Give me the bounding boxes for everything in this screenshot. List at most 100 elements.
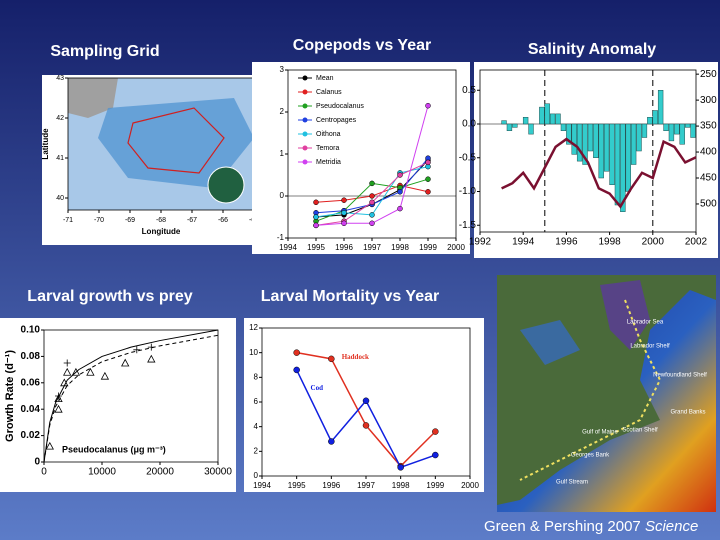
bar — [657, 90, 664, 125]
y-tick-label: 4 — [254, 422, 259, 431]
station-track — [127, 107, 225, 174]
bar — [598, 123, 604, 179]
y-tick-label: 6 — [254, 397, 259, 406]
point — [341, 220, 347, 227]
point — [369, 220, 375, 227]
x-tick-label: 2000 — [447, 243, 465, 252]
legend-label: Pseudocalanus — [316, 103, 364, 110]
triangle-point — [100, 371, 110, 380]
y-tick-label: 0.04 — [21, 404, 41, 415]
map-label: Gulf of Maine — [582, 430, 618, 436]
y-tick-label: -1.5 — [459, 220, 477, 231]
bar — [668, 123, 675, 142]
legend-label: Mean — [316, 75, 334, 82]
x-tick-label: -68 — [156, 217, 166, 224]
footer: Green & Pershing 2007 Science — [484, 518, 698, 535]
bar — [587, 123, 594, 152]
y-tick-label: -1 — [277, 233, 285, 242]
x-tick-label: 10000 — [88, 467, 116, 478]
map-label: Georges Bank — [571, 453, 610, 459]
y-tick-label: 0 — [280, 191, 285, 200]
plot-frame — [479, 69, 697, 233]
x-tick-label: 30000 — [204, 467, 232, 478]
point — [425, 176, 431, 182]
x-tick-label: 1996 — [322, 481, 340, 490]
bar — [614, 123, 621, 206]
chart-title: Salinity Anomaly — [528, 41, 656, 58]
x-tick-label: 1999 — [419, 243, 437, 252]
triangle-point — [45, 441, 54, 450]
x-tick-label: 1995 — [307, 243, 325, 252]
point — [397, 189, 403, 195]
legend-label: Temora — [316, 145, 339, 152]
legend-label: Centropages — [316, 117, 357, 124]
series-line — [43, 334, 219, 463]
y-tick-label: -0.5 — [459, 152, 477, 163]
legend-marker — [302, 75, 308, 81]
panel — [252, 62, 470, 254]
map-shelf — [98, 98, 254, 188]
y-axis-label: Growth Rate (d⁻¹) — [4, 350, 16, 442]
bar — [571, 123, 577, 155]
x-tick-label: 2000 — [461, 481, 479, 490]
point — [425, 159, 431, 166]
y2-tick-label: 250 — [700, 69, 717, 80]
y-tick-label: 0.08 — [21, 351, 41, 362]
x-axis-label: Pseudocalanus (μg m⁻³) — [62, 444, 166, 454]
y-tick-label: 0 — [254, 471, 259, 480]
legend-marker — [302, 159, 308, 165]
bar — [609, 123, 615, 185]
bar — [501, 120, 507, 125]
labrador-current — [600, 280, 650, 350]
point — [328, 355, 335, 363]
x-tick-label: 1998 — [392, 481, 410, 490]
y2-tick-label: 400 — [700, 147, 717, 158]
point — [397, 464, 404, 471]
bar — [566, 123, 572, 145]
x-tick-label: 1995 — [288, 481, 306, 490]
series-label: Haddock — [342, 353, 369, 361]
footer-journal: Science — [645, 518, 698, 535]
bar — [620, 123, 626, 212]
y2-tick-label: 500 — [700, 199, 717, 210]
y-tick-label: 3 — [280, 65, 285, 74]
bar — [528, 123, 534, 135]
point — [425, 102, 431, 109]
point — [432, 428, 439, 435]
bar — [555, 113, 561, 125]
legend-marker — [302, 103, 308, 109]
point — [293, 366, 300, 374]
bar — [539, 106, 545, 125]
x-tick-label: 1996 — [335, 243, 353, 252]
point — [313, 222, 319, 229]
point — [341, 197, 347, 203]
point — [369, 193, 375, 199]
y-tick-label: 43 — [56, 75, 64, 82]
bar — [636, 123, 642, 152]
bar — [582, 123, 588, 165]
plot-frame — [43, 329, 219, 463]
x-tick-label: 2000 — [642, 237, 665, 248]
chart-title: Larval Mortality vs Year — [261, 288, 439, 305]
x-axis-label: Longitude — [142, 227, 181, 236]
x-tick-label: 1996 — [555, 237, 578, 248]
legend-marker — [302, 145, 308, 151]
map-label: Labrador Sea — [627, 320, 664, 326]
y-tick-label: 2 — [280, 107, 285, 116]
triangle-point — [71, 367, 81, 376]
triangle-point — [121, 358, 130, 367]
bar — [684, 123, 691, 128]
map-label: Newfoundland Shelf — [653, 373, 707, 379]
bar — [512, 123, 518, 128]
plus-point — [133, 346, 141, 354]
x-tick-label: -71 — [63, 217, 73, 224]
x-tick-label: 1992 — [469, 237, 492, 248]
panel — [244, 318, 484, 492]
y-tick-label: 40 — [56, 195, 64, 202]
triangle-point — [147, 354, 156, 363]
point — [313, 214, 319, 220]
y-tick-label: 42 — [56, 115, 64, 122]
x-tick-label: -69 — [125, 217, 135, 224]
y-tick-label: -1.0 — [459, 186, 477, 197]
